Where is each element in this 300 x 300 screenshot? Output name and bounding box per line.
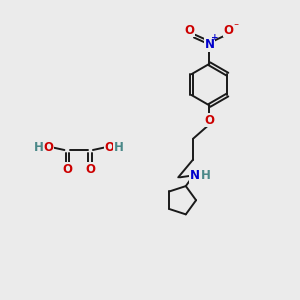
Text: H: H (34, 141, 44, 154)
Text: H: H (114, 141, 124, 154)
Text: O: O (104, 141, 114, 154)
Text: O: O (43, 141, 53, 154)
Text: O: O (224, 24, 233, 37)
Text: N: N (204, 38, 214, 51)
Text: +: + (211, 33, 219, 42)
Text: O: O (204, 114, 214, 127)
Text: H: H (201, 169, 211, 182)
Text: O: O (62, 163, 72, 176)
Text: O: O (85, 163, 95, 176)
Text: ⁻: ⁻ (234, 22, 239, 32)
Text: N: N (190, 169, 200, 182)
Text: O: O (184, 24, 194, 37)
